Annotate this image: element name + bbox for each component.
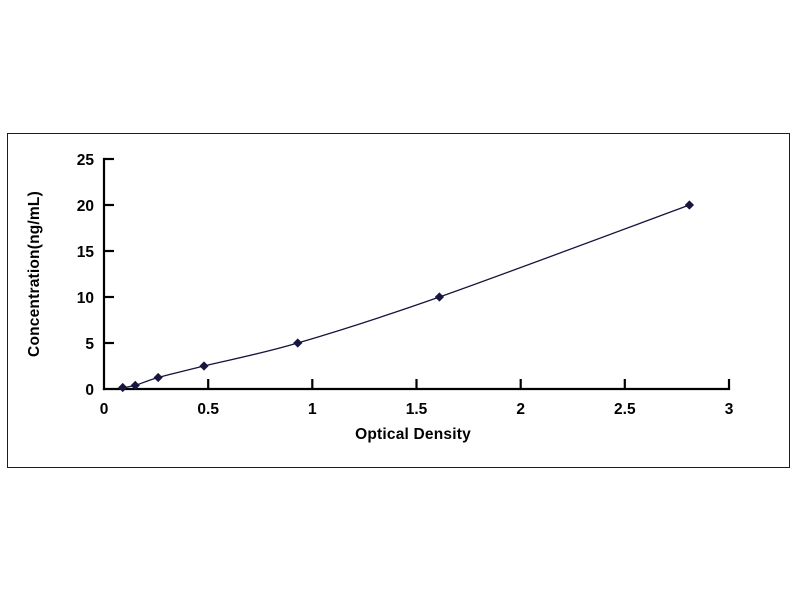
x-tick-label-3: 3 — [725, 401, 734, 418]
data-point-marker — [199, 361, 209, 371]
x-axis-title: Optical Density — [355, 426, 471, 443]
x-tick-label-1: 1 — [308, 401, 317, 418]
chart-frame: Concentration(ng/mL) Optical Density 25 … — [7, 133, 790, 468]
y-tick-label-5: 5 — [85, 336, 94, 353]
y-tick-label-20: 20 — [77, 198, 94, 215]
y-tick-label-15: 15 — [77, 244, 95, 261]
data-point-markers — [118, 200, 695, 393]
x-tick-label-0-5: 0.5 — [197, 401, 219, 418]
y-tick-label-10: 10 — [77, 290, 94, 307]
standard-curve-line — [122, 204, 690, 389]
x-tick-marks — [207, 379, 731, 389]
y-tick-label-0: 0 — [85, 382, 94, 399]
x-tick-label-0: 0 — [100, 401, 109, 418]
x-tick-label-2: 2 — [516, 401, 525, 418]
y-tick-marks — [104, 157, 114, 345]
y-tick-label-25: 25 — [77, 152, 95, 169]
x-tick-label-2-5: 2.5 — [614, 401, 636, 418]
x-tick-label-1-5: 1.5 — [406, 401, 428, 418]
data-point-marker — [434, 292, 445, 302]
data-point-marker — [153, 372, 163, 383]
data-point-marker — [684, 200, 695, 210]
data-point-marker — [118, 382, 128, 393]
y-tick-labels: 25 20 15 10 5 0 — [77, 152, 95, 399]
y-axis-title: Concentration(ng/mL) — [26, 191, 43, 357]
x-tick-labels: 0 0.5 1 1.5 2 2.5 3 — [100, 401, 734, 418]
data-point-marker — [293, 338, 303, 348]
calibration-curve-chart: Concentration(ng/mL) Optical Density 25 … — [26, 152, 734, 443]
data-point-marker — [130, 380, 140, 391]
